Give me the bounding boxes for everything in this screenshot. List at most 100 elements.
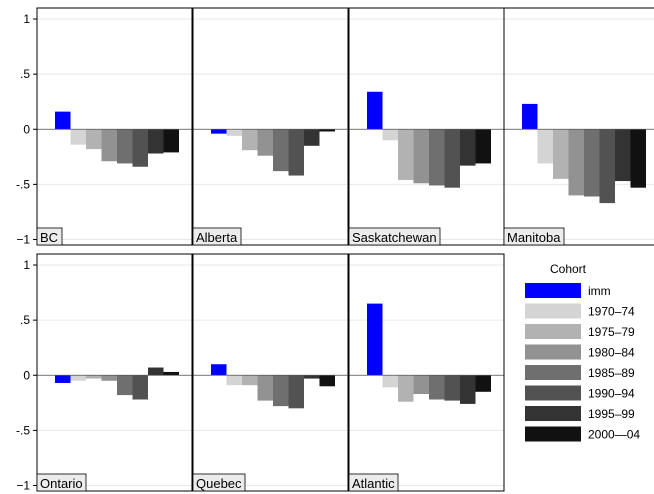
- panel-label: Quebec: [196, 476, 242, 491]
- legend-label: 1975–79: [588, 325, 635, 339]
- bar: [288, 375, 304, 409]
- panel-label-box: [348, 227, 441, 246]
- y-tick-label: -.5: [16, 423, 30, 437]
- bar: [226, 129, 242, 136]
- bar: [398, 129, 414, 180]
- bar: [537, 129, 553, 164]
- bar: [132, 129, 148, 167]
- bar: [460, 129, 476, 166]
- panel-border: [348, 253, 505, 492]
- panel-border: [192, 7, 349, 246]
- legend-label: imm: [588, 284, 611, 298]
- bar: [273, 129, 289, 172]
- bar: [273, 375, 289, 407]
- bar: [319, 375, 335, 387]
- bar: [304, 129, 320, 146]
- panel-label: Saskatchewan: [352, 230, 437, 245]
- bar: [242, 375, 258, 386]
- bar: [86, 375, 102, 379]
- bar: [522, 103, 538, 130]
- panel-label: Atlantic: [352, 476, 395, 491]
- legend-label: 1980–84: [588, 346, 635, 360]
- bar: [132, 375, 148, 400]
- bar: [148, 129, 164, 154]
- bar: [211, 129, 227, 134]
- legend-label: 1970–74: [588, 305, 635, 319]
- y-tick-label: −1: [16, 478, 30, 492]
- bar: [148, 367, 164, 376]
- bar: [55, 111, 71, 130]
- panel-label-box: [348, 473, 399, 492]
- bar: [70, 375, 86, 381]
- bar: [429, 129, 445, 186]
- bar: [398, 375, 414, 402]
- bar: [630, 129, 646, 188]
- bar: [367, 91, 383, 130]
- bar: [55, 375, 71, 383]
- bar: [444, 129, 460, 188]
- bar: [319, 129, 335, 132]
- y-tick-label: −1: [16, 232, 30, 246]
- bar: [163, 129, 179, 153]
- panel-label: Alberta: [196, 230, 238, 245]
- bar: [444, 375, 460, 401]
- y-tick-label: 1: [23, 12, 30, 26]
- bar: [257, 129, 273, 156]
- panel-label-box: [503, 227, 565, 246]
- bar: [475, 129, 491, 164]
- legend-label: 2000—04: [588, 428, 640, 442]
- panel-label: BC: [40, 230, 58, 245]
- bar: [367, 303, 383, 376]
- panel-label: Manitoba: [507, 230, 561, 245]
- bar: [117, 375, 133, 396]
- bar: [599, 129, 615, 204]
- panel-label-box: [36, 473, 87, 492]
- y-tick-label: 0: [23, 368, 30, 382]
- panel-label-box: [192, 227, 242, 246]
- bar: [584, 129, 600, 197]
- y-tick-label: .5: [20, 67, 30, 81]
- panel-border: [192, 253, 349, 492]
- bar: [70, 129, 86, 145]
- bar: [226, 375, 242, 386]
- bar: [304, 375, 320, 379]
- legend-swatch: [525, 303, 581, 319]
- panel-border: [503, 7, 654, 246]
- bar: [288, 129, 304, 176]
- legend-swatch: [525, 344, 581, 360]
- bar: [257, 375, 273, 401]
- bar: [475, 375, 491, 392]
- bar: [382, 129, 398, 141]
- panel-border: [36, 7, 193, 246]
- y-tick-label: -.5: [16, 177, 30, 191]
- panel-label: Ontario: [40, 476, 83, 491]
- bar: [429, 375, 445, 400]
- legend-title: Cohort: [550, 262, 587, 276]
- legend-label: 1990–94: [588, 387, 635, 401]
- bar: [553, 129, 569, 179]
- legend-label: 1985–89: [588, 366, 635, 380]
- bar: [211, 364, 227, 376]
- y-tick-label: .5: [20, 313, 30, 327]
- panel-border: [36, 253, 193, 492]
- legend-swatch: [525, 283, 581, 298]
- bar: [242, 129, 258, 151]
- bar: [568, 129, 584, 196]
- y-tick-label: 1: [23, 258, 30, 272]
- legend-label: 1995–99: [588, 407, 635, 421]
- bar: [413, 375, 429, 394]
- bar: [460, 375, 476, 404]
- bar: [101, 375, 117, 381]
- y-tick-label: 0: [23, 122, 30, 136]
- legend-swatch: [525, 324, 581, 339]
- legend-swatch: [525, 385, 581, 401]
- bar: [101, 129, 117, 162]
- legend-swatch: [525, 426, 581, 442]
- bar: [86, 129, 102, 150]
- panel-label-box: [192, 473, 246, 492]
- legend-swatch: [525, 365, 581, 380]
- bar: [117, 129, 133, 164]
- bar: [413, 129, 429, 184]
- bar: [382, 375, 398, 388]
